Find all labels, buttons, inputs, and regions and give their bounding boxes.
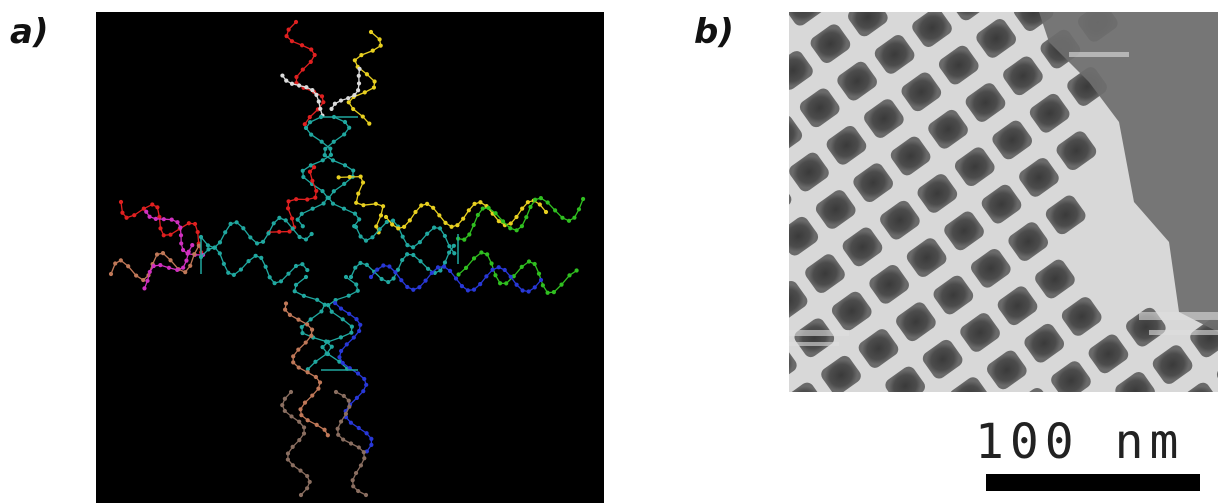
scale-bar-label: 100 nm (975, 414, 1185, 470)
lattice-cavity (917, 174, 958, 213)
lattice-cavity (1115, 372, 1155, 392)
lattice-cavity (789, 216, 819, 256)
lattice-cavity (869, 264, 909, 304)
lattice-cavity (805, 254, 845, 293)
afm-image-panel (789, 12, 1218, 392)
lattice-cavity (1061, 297, 1102, 336)
strand-yellow-upper-link (336, 174, 386, 235)
strand-teal-lower-right (320, 274, 360, 371)
lattice-cavity (928, 109, 968, 149)
strand-grey-bottom-left (280, 389, 312, 498)
lattice-cavity (949, 377, 990, 392)
lattice-cavity (1008, 222, 1049, 261)
lattice-cavity (842, 227, 883, 267)
lattice-cavity (960, 313, 1000, 352)
strand-teal-upper-left (295, 114, 334, 229)
lattice-cavity (826, 125, 867, 165)
strand-brown-left (108, 243, 201, 283)
lattice-cavity (954, 147, 995, 187)
scan-streak (1069, 52, 1129, 57)
lattice-cavity (864, 99, 904, 138)
lattice-cavity (1019, 158, 1059, 197)
strand-grey-bottom-right (333, 389, 369, 498)
lattice-cavity (880, 200, 920, 240)
lattice-cavity (933, 275, 974, 315)
strand-teal-upper-right (322, 114, 362, 229)
strand-brown-bottom (283, 301, 330, 438)
lattice-cavity (848, 12, 888, 37)
strand-green-bottom (456, 250, 579, 295)
strand-yellow-right (383, 198, 549, 231)
dna-tile-model (108, 19, 586, 498)
strand-red-top (284, 19, 326, 127)
strand-white-right (329, 66, 362, 111)
scan-streak (789, 330, 849, 336)
lattice-cavity (1003, 56, 1043, 96)
scan-streak (1139, 312, 1218, 320)
strand-teal-left-bottom (198, 245, 310, 286)
lattice-cavity (821, 355, 861, 392)
lattice-cavity (1045, 195, 1086, 235)
panel-a-label: a) (10, 12, 49, 52)
lattice-cavity (789, 51, 813, 90)
afm-lattice-image (789, 12, 1218, 392)
lattice-cavity (922, 339, 963, 379)
lattice-cavity (971, 248, 1011, 288)
lattice-cavity (938, 45, 979, 85)
scan-streak (789, 342, 839, 346)
scale-bar (986, 474, 1200, 491)
strand-magenta-bottom (142, 243, 195, 291)
lattice-cavity (890, 136, 931, 176)
lattice-cavity (906, 238, 947, 277)
lattice-cavity (1035, 259, 1075, 299)
lattice-cavity (831, 291, 872, 331)
lattice-cavity (901, 72, 942, 112)
strand-green-top (455, 195, 586, 242)
afm-bare-region (1039, 12, 1218, 332)
lattice-cavity (1190, 318, 1218, 358)
strand-red-left (118, 199, 204, 255)
lattice-cavity (837, 61, 877, 101)
lattice-cavity (987, 350, 1027, 390)
lattice-cavity (992, 120, 1032, 160)
lattice-cavity (858, 329, 899, 368)
strand-white-left (280, 73, 325, 118)
lattice-cavity (1029, 93, 1070, 133)
strand-teal-lower-left (292, 274, 334, 372)
lattice-cavity (799, 88, 840, 128)
strand-teal-right-top (353, 218, 457, 256)
strand-yellow-top (346, 29, 383, 126)
lattice-cavity (815, 190, 856, 229)
lattice-cavity (1088, 334, 1129, 374)
lattice-cavity (1056, 131, 1097, 170)
strand-teal-left-top (198, 215, 314, 250)
panel-b-label: b) (694, 12, 734, 52)
lattice-cavity (810, 24, 851, 63)
strand-teal-right-bottom (348, 243, 456, 285)
lattice-cavity (1024, 323, 1065, 363)
lattice-cavity (1152, 345, 1193, 384)
lattice-cavity (912, 12, 952, 47)
strand-blue-bottom (333, 300, 374, 454)
dna-tile-model-panel (96, 12, 604, 503)
lattice-cavity (789, 281, 808, 320)
lattice-cavity (853, 163, 893, 203)
lattice-cavity (1051, 361, 1091, 392)
lattice-cavity (981, 184, 1022, 224)
lattice-cavity (965, 83, 1006, 122)
scan-streak (1149, 330, 1218, 335)
lattice-cavity (789, 115, 803, 154)
lattice-cavity (874, 35, 915, 74)
strand-blue-right (368, 263, 544, 294)
lattice-cavity (789, 152, 829, 192)
lattice-cavity (976, 19, 1016, 58)
lattice-cavity (794, 318, 835, 358)
lattice-cavity (789, 12, 824, 26)
lattice-cavity (997, 286, 1038, 326)
lattice-cavity (944, 211, 984, 251)
lattice-cavity (896, 302, 936, 342)
lattice-cavity (885, 366, 925, 392)
